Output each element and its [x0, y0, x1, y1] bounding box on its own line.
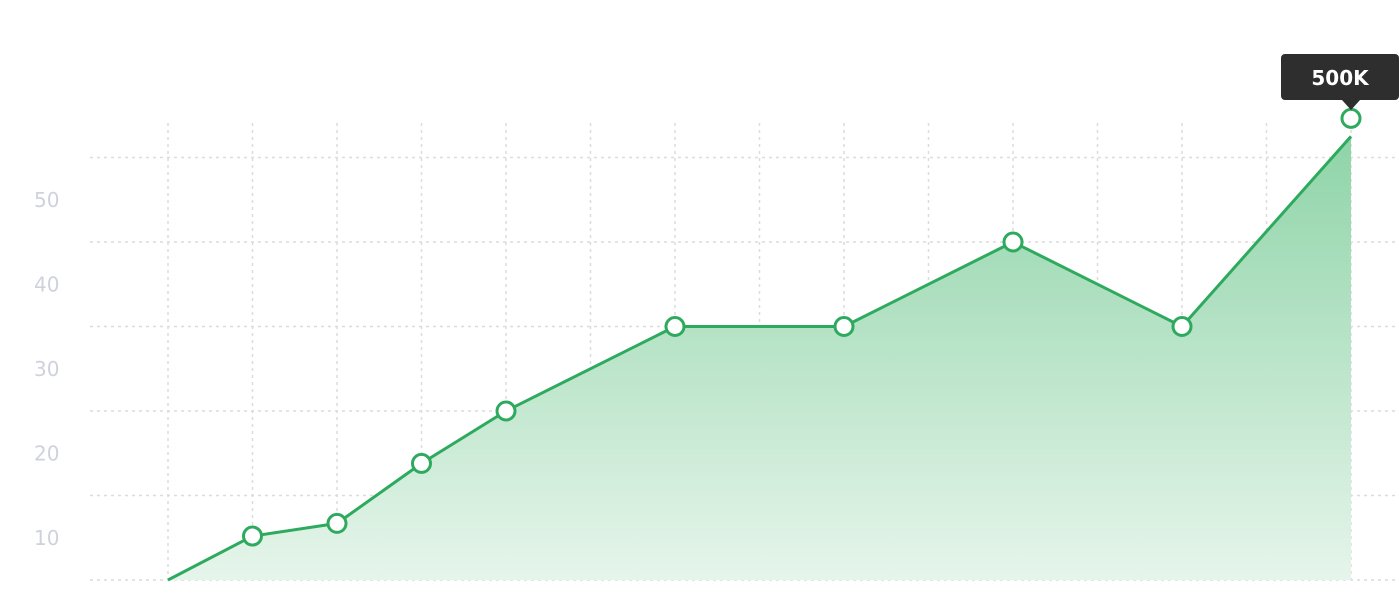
area-fill [168, 136, 1351, 580]
y-tick-label: 40 [34, 272, 59, 296]
y-tick-label: 20 [34, 441, 59, 465]
data-point[interactable] [326, 512, 348, 534]
data-point[interactable] [833, 316, 855, 337]
data-point[interactable] [242, 525, 263, 547]
series-line-group [167, 135, 1353, 582]
y-tick-label: 10 [34, 526, 59, 550]
y-tick-label: 50 [34, 188, 59, 212]
y-tick-label: 30 [34, 357, 59, 381]
data-point[interactable] [1002, 231, 1024, 253]
data-point[interactable] [495, 400, 517, 422]
tooltip-arrow [1342, 100, 1360, 110]
series-area [168, 136, 1351, 580]
data-point[interactable] [1171, 316, 1193, 337]
tooltip-label: 500K [1311, 66, 1370, 90]
series-line [167, 135, 1353, 582]
y-axis-tick-labels: 10 20 30 40 50 [34, 188, 59, 550]
tooltip: 500K [1281, 54, 1399, 110]
data-points [242, 107, 1362, 547]
data-point[interactable] [664, 316, 686, 337]
data-point[interactable] [1340, 107, 1362, 129]
tooltip-box [1281, 54, 1399, 100]
data-point[interactable] [411, 452, 432, 474]
